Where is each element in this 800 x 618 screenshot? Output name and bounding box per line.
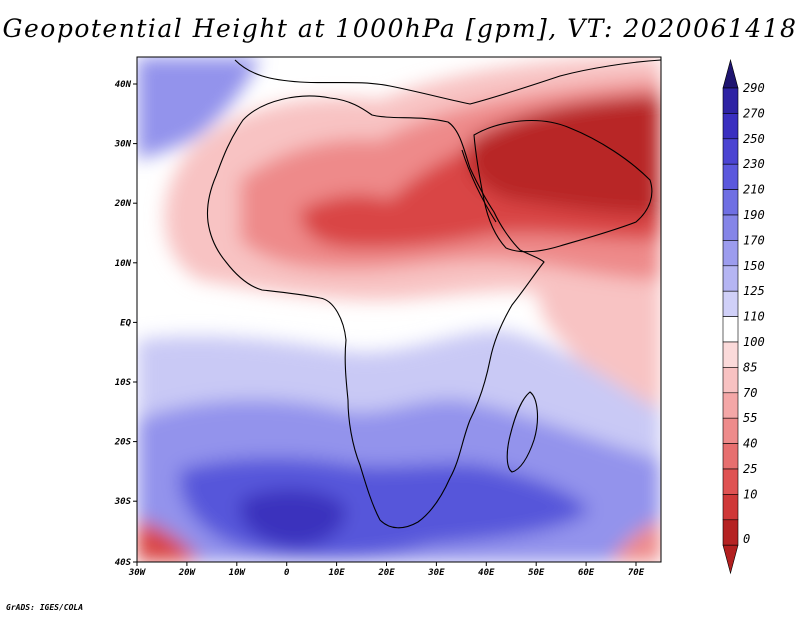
lon-label: 20E — [377, 568, 395, 578]
colorbar-label: 55 — [743, 411, 757, 425]
colorbar-label: 210 — [743, 183, 765, 197]
colorbar-label: 150 — [743, 259, 765, 273]
colorbar-label: 70 — [743, 386, 757, 400]
colorbar-swatch — [722, 138, 739, 165]
lat-label: EQ — [120, 318, 131, 328]
map-frame — [136, 56, 662, 563]
field-red-se — [610, 520, 661, 562]
colorbar-label: 25 — [743, 462, 757, 476]
colorbar: 2902702502302101901701501251101008570554… — [722, 58, 765, 575]
colorbar-label: 125 — [743, 284, 765, 298]
colorbar-label: 0 — [743, 532, 750, 546]
colorbar-swatch — [722, 367, 739, 394]
colorbar-swatch — [722, 214, 739, 241]
colorbar-swatch — [722, 87, 739, 114]
latitude-axis: 40N 30N 20N 10N EQ 10S 20S 30S 40S — [114, 80, 137, 568]
lon-label: 20W — [178, 568, 197, 578]
colorbar-swatch — [722, 163, 739, 190]
lon-label: 40E — [478, 568, 495, 578]
colorbar-label: 230 — [743, 157, 765, 171]
lon-label: 0 — [284, 568, 290, 578]
field-red-core — [467, 95, 661, 215]
colorbar-swatch — [722, 290, 739, 317]
lon-label: 30E — [427, 568, 445, 578]
red-sea-coastline — [461, 149, 497, 223]
colorbar-label: 250 — [743, 132, 765, 146]
lat-label: 10N — [115, 259, 132, 269]
lon-label: 10W — [229, 568, 247, 578]
colorbar-swatch — [722, 189, 739, 216]
lat-label: 20S — [114, 438, 132, 448]
lon-label: 60E — [578, 568, 595, 578]
lat-label: 10S — [115, 378, 132, 388]
lon-label: 10E — [328, 568, 345, 578]
colorbar-swatch — [722, 316, 739, 343]
colorbar-label: 40 — [743, 437, 757, 451]
lat-label: 30S — [114, 497, 132, 507]
madagascar-coastline — [506, 391, 539, 473]
lat-label: 40S — [115, 558, 132, 568]
colorbar-swatch — [722, 519, 739, 546]
africa-coastline — [206, 95, 545, 529]
colorbar-swatch — [722, 443, 739, 470]
colorbar-label: 100 — [743, 335, 765, 349]
colorbar-label: 85 — [743, 360, 757, 374]
lon-label: 50E — [528, 568, 545, 578]
colorbar-label: 10 — [743, 487, 757, 501]
lat-label: 30N — [114, 140, 132, 150]
longitude-axis: 30W 20W 10W 0 10E 20E 30E 40E 50E 60E 70E — [128, 562, 645, 578]
colorbar-swatch — [722, 494, 739, 521]
colorbar-swatch — [722, 240, 739, 267]
lat-label: 40N — [115, 80, 132, 90]
colorbar-bottom-arrow — [722, 544, 739, 575]
grads-credit: GrADS: IGES/COLA — [6, 603, 84, 612]
field-red-east — [539, 290, 661, 420]
field-blue-nw — [137, 57, 260, 160]
colorbar-swatch — [722, 417, 739, 444]
colorbar-label: 190 — [743, 208, 765, 222]
lon-label: 30W — [128, 568, 147, 578]
colorbar-swatch — [722, 113, 739, 140]
field-blue-core — [239, 489, 346, 548]
colorbar-swatch — [722, 468, 739, 495]
lon-label: 70E — [628, 568, 645, 578]
contour-field — [137, 57, 661, 562]
europe-coastline — [234, 59, 661, 105]
colorbar-label: 110 — [743, 310, 765, 324]
coastlines — [206, 59, 661, 529]
field-red-sw — [137, 520, 200, 562]
map-title: Geopotential Height at 1000hPa [gpm], VT… — [2, 14, 798, 43]
colorbar-label: 270 — [743, 106, 765, 120]
lat-label: 20N — [114, 199, 132, 209]
colorbar-swatch — [722, 265, 739, 292]
colorbar-swatch — [722, 392, 739, 419]
arabia-coastline — [473, 120, 653, 253]
colorbar-label: 290 — [743, 81, 765, 95]
colorbar-top-arrow — [722, 58, 739, 89]
colorbar-label: 170 — [743, 233, 765, 247]
colorbar-swatch — [722, 341, 739, 368]
